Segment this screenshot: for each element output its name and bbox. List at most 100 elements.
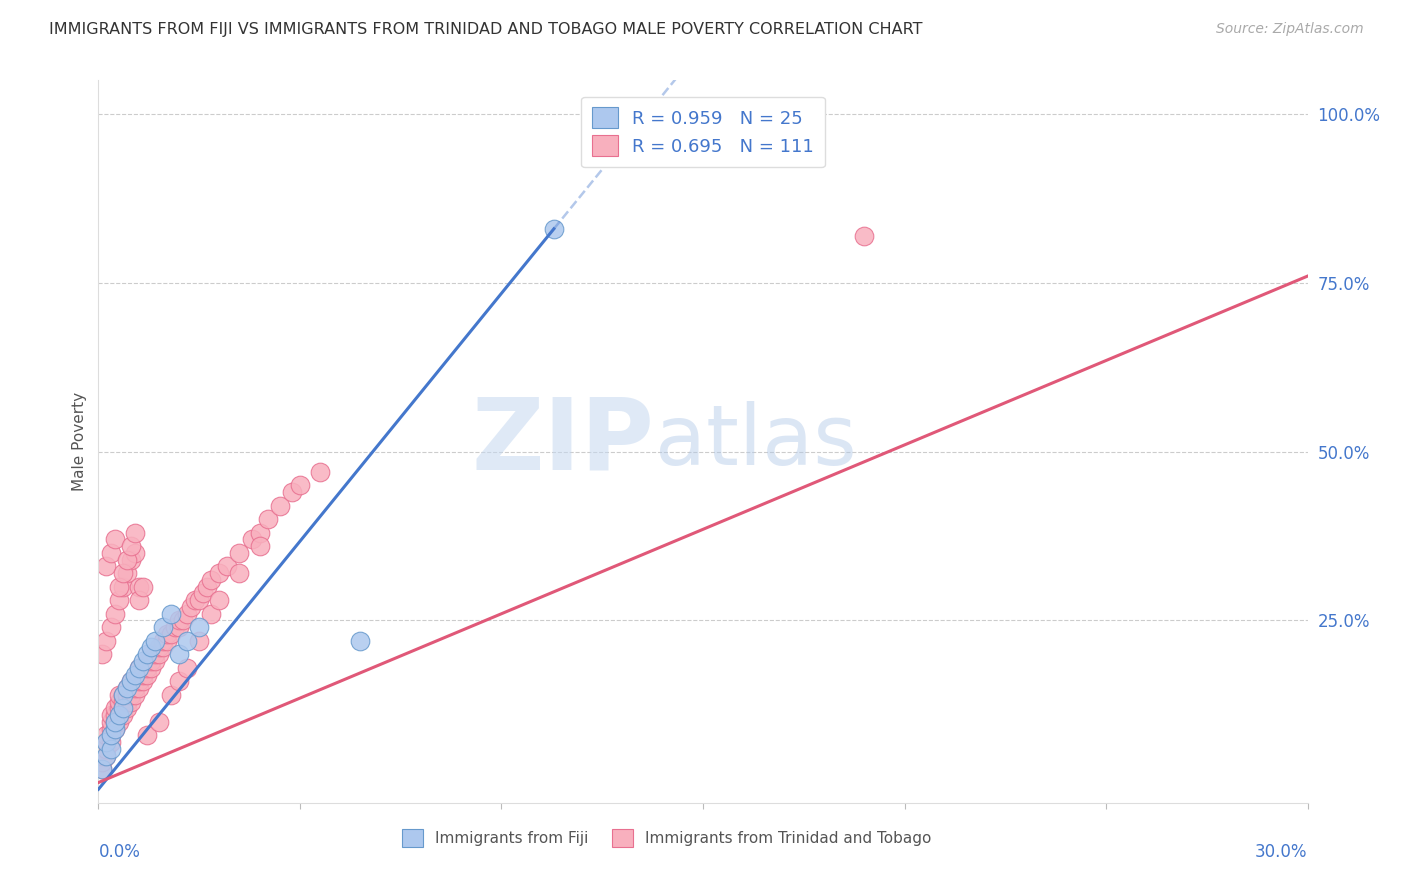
Point	[135, 728, 157, 742]
Point	[167, 647, 190, 661]
Point	[132, 580, 155, 594]
Point	[160, 688, 183, 702]
Point	[217, 559, 239, 574]
Point	[107, 688, 129, 702]
Point	[172, 614, 194, 628]
Point	[91, 762, 114, 776]
Point	[152, 620, 174, 634]
Point	[100, 728, 122, 742]
Point	[91, 748, 114, 763]
Point	[128, 593, 150, 607]
Text: atlas: atlas	[655, 401, 856, 482]
Point	[269, 499, 291, 513]
Point	[103, 607, 125, 621]
Point	[128, 674, 150, 689]
Point	[107, 580, 129, 594]
Point	[152, 633, 174, 648]
Text: IMMIGRANTS FROM FIJI VS IMMIGRANTS FROM TRINIDAD AND TOBAGO MALE POVERTY CORRELA: IMMIGRANTS FROM FIJI VS IMMIGRANTS FROM …	[49, 22, 922, 37]
Point	[288, 478, 311, 492]
Point	[163, 620, 186, 634]
Point	[132, 667, 155, 681]
Point	[853, 228, 876, 243]
Point	[309, 465, 332, 479]
Point	[111, 708, 134, 723]
Point	[139, 647, 162, 661]
Point	[107, 708, 129, 723]
Point	[132, 674, 155, 689]
Point	[115, 694, 138, 708]
Point	[128, 661, 150, 675]
Point	[132, 661, 155, 675]
Point	[100, 714, 122, 729]
Text: 0.0%: 0.0%	[98, 843, 141, 861]
Point	[124, 667, 146, 681]
Point	[96, 748, 118, 763]
Point	[96, 735, 118, 749]
Point	[100, 728, 122, 742]
Point	[167, 674, 190, 689]
Point	[100, 546, 122, 560]
Point	[135, 647, 157, 661]
Point	[120, 539, 142, 553]
Point	[188, 593, 211, 607]
Point	[139, 654, 162, 668]
Point	[135, 654, 157, 668]
Point	[120, 681, 142, 695]
Point	[195, 580, 218, 594]
Point	[115, 701, 138, 715]
Point	[128, 681, 150, 695]
Point	[107, 701, 129, 715]
Point	[103, 533, 125, 547]
Point	[176, 607, 198, 621]
Point	[176, 633, 198, 648]
Y-axis label: Male Poverty: Male Poverty	[72, 392, 87, 491]
Point	[124, 525, 146, 540]
Point	[96, 559, 118, 574]
Point	[111, 701, 134, 715]
Point	[148, 640, 170, 655]
Point	[180, 599, 202, 614]
Point	[200, 607, 222, 621]
Point	[135, 667, 157, 681]
Point	[184, 593, 207, 607]
Point	[143, 647, 166, 661]
Point	[200, 573, 222, 587]
Point	[135, 661, 157, 675]
Point	[115, 552, 138, 566]
Point	[124, 688, 146, 702]
Point	[143, 654, 166, 668]
Point	[100, 722, 122, 736]
Point	[208, 593, 231, 607]
Point	[148, 647, 170, 661]
Point	[96, 633, 118, 648]
Point	[124, 681, 146, 695]
Point	[103, 701, 125, 715]
Point	[115, 566, 138, 581]
Point	[96, 735, 118, 749]
Point	[188, 620, 211, 634]
Point	[120, 694, 142, 708]
Point	[152, 640, 174, 655]
Point	[128, 667, 150, 681]
Point	[124, 546, 146, 560]
Point	[124, 674, 146, 689]
Point	[139, 640, 162, 655]
Point	[115, 688, 138, 702]
Point	[167, 614, 190, 628]
Point	[111, 694, 134, 708]
Point	[208, 566, 231, 581]
Text: ZIP: ZIP	[472, 393, 655, 490]
Point	[107, 694, 129, 708]
Point	[103, 714, 125, 729]
Point	[128, 580, 150, 594]
Point	[103, 722, 125, 736]
Point	[349, 633, 371, 648]
Point	[91, 756, 114, 770]
Point	[228, 546, 250, 560]
Point	[103, 714, 125, 729]
Point	[249, 539, 271, 553]
Point	[96, 728, 118, 742]
Point	[91, 741, 114, 756]
Point	[148, 714, 170, 729]
Point	[120, 674, 142, 689]
